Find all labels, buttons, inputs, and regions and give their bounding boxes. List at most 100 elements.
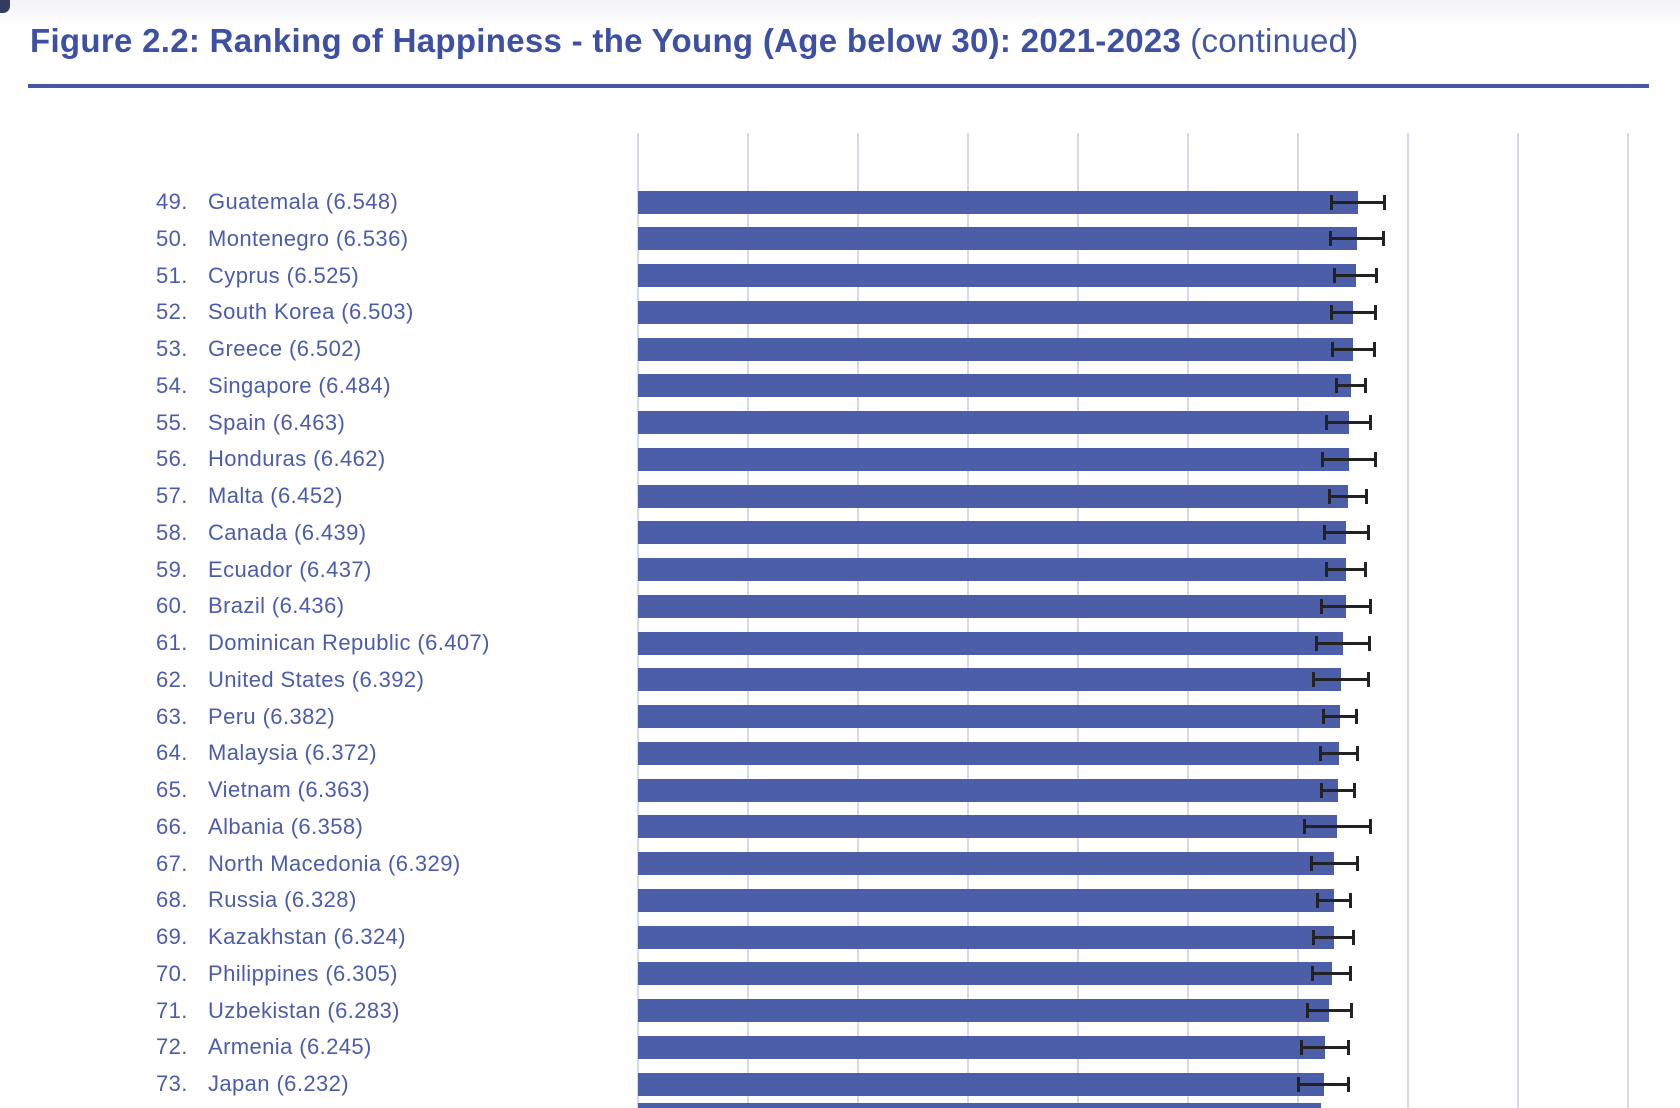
- rank-number: 73.: [156, 1071, 188, 1096]
- country-score-label: Peru (6.382): [208, 703, 336, 729]
- happiness-bar: [638, 925, 1334, 949]
- error-bar-cap-right: [1355, 856, 1359, 871]
- rank-number: 52.: [156, 299, 188, 325]
- error-bar-cap-right: [1373, 451, 1377, 467]
- error-bar-cap-right: [1346, 1039, 1350, 1055]
- error-bar-line: [1326, 568, 1366, 571]
- error-bar-cap-left: [1327, 488, 1331, 504]
- error-bar-cap-right: [1366, 525, 1370, 541]
- happiness-bar: [638, 521, 1346, 545]
- row-label: 69. Kazakhstan (6.324): [156, 921, 406, 953]
- rank-number: 62.: [156, 666, 188, 692]
- error-bar-line: [1332, 347, 1375, 351]
- country-score-label: Cyprus (6.525): [208, 262, 360, 288]
- x-gridline: [1187, 133, 1189, 1108]
- row-label: 71. Uzbekistan (6.283): [156, 995, 400, 1027]
- x-gridline: [1407, 133, 1409, 1108]
- happiness-bar: [638, 668, 1341, 692]
- error-bar-line: [1323, 715, 1357, 718]
- row-label: 62. United States (6.392): [156, 664, 424, 696]
- happiness-bar: [638, 447, 1349, 471]
- error-bar-cap-left: [1329, 304, 1333, 320]
- row-label: 63. Peru (6.382): [156, 701, 335, 733]
- error-bar-cap-left: [1320, 451, 1324, 467]
- rank-number: 56.: [156, 446, 188, 472]
- rank-number: 72.: [156, 1034, 188, 1060]
- error-bar-line: [1322, 457, 1376, 461]
- country-score-label: Greece (6.502): [208, 336, 362, 361]
- row-label: 52. South Korea (6.503): [156, 296, 414, 328]
- row-label: 51. Cyprus (6.525): [156, 260, 359, 292]
- error-bar-cap-right: [1367, 672, 1371, 688]
- error-bar-cap-right: [1375, 268, 1379, 283]
- happiness-bar: [638, 815, 1337, 839]
- error-bar-cap-right: [1368, 819, 1372, 835]
- error-bar-cap-left: [1325, 415, 1329, 430]
- row-label: 72. Armenia (6.245): [156, 1031, 372, 1063]
- error-bar-cap-right: [1348, 966, 1352, 982]
- x-gridline: [1297, 133, 1299, 1108]
- row-label: 57. Malta (6.452): [156, 480, 343, 512]
- happiness-bar: [638, 999, 1329, 1022]
- error-bar-cap-left: [1333, 268, 1337, 283]
- error-bar-cap-right: [1356, 745, 1360, 761]
- rank-number: 59.: [156, 556, 188, 582]
- error-bar-line: [1326, 421, 1371, 424]
- rank-number: 66.: [156, 813, 188, 839]
- error-bar-cap-left: [1312, 929, 1316, 945]
- error-bar-line: [1298, 1082, 1349, 1086]
- happiness-bar: [638, 411, 1349, 434]
- rank-number: 51.: [156, 262, 188, 288]
- x-gridline: [1517, 133, 1519, 1108]
- x-gridline: [747, 133, 749, 1108]
- row-label: 73. Japan (6.232): [156, 1068, 349, 1100]
- happiness-bar: [638, 594, 1346, 618]
- country-score-label: Canada (6.439): [208, 519, 367, 545]
- row-label: 61. Dominican Republic (6.407): [156, 627, 490, 659]
- row-label: 56. Honduras (6.462): [156, 443, 386, 475]
- error-bar-cap-left: [1312, 672, 1316, 688]
- country-score-label: Uzbekistan (6.283): [208, 997, 400, 1023]
- error-bar-cap-left: [1305, 1003, 1309, 1018]
- country-score-label: Japan (6.232): [208, 1071, 349, 1096]
- error-bar-line: [1330, 237, 1384, 241]
- row-label: 65. Vietnam (6.363): [156, 774, 370, 806]
- happiness-bar: [638, 300, 1353, 324]
- happiness-bar: [638, 705, 1340, 728]
- error-bar-line: [1311, 862, 1358, 865]
- rank-number: 58.: [156, 519, 188, 545]
- rank-number: 65.: [156, 777, 188, 802]
- row-label: 64. Malaysia (6.372): [156, 737, 377, 769]
- happiness-bar: [638, 558, 1346, 581]
- country-score-label: South Korea (6.503): [208, 299, 414, 325]
- error-bar-cap-right: [1367, 635, 1371, 651]
- error-bar-cap-right: [1368, 598, 1372, 614]
- error-bar-line: [1317, 898, 1351, 902]
- error-bar-line: [1316, 641, 1370, 645]
- country-score-label: Philippines (6.305): [208, 960, 398, 986]
- error-bar-cap-right: [1381, 231, 1385, 247]
- row-label: 60. Brazil (6.436): [156, 590, 344, 622]
- rank-number: 60.: [156, 593, 188, 619]
- row-label: 66. Albania (6.358): [156, 811, 363, 843]
- happiness-bar: [638, 1035, 1325, 1059]
- error-bar-line: [1320, 751, 1358, 755]
- error-bar-cap-right: [1349, 892, 1353, 908]
- row-label: 67. North Macedonia (6.329): [156, 848, 461, 880]
- rank-number: 67.: [156, 850, 188, 876]
- country-score-label: Singapore (6.484): [208, 372, 391, 398]
- error-bar-cap-left: [1311, 966, 1315, 982]
- rank-number: 68.: [156, 887, 188, 913]
- country-score-label: Dominican Republic (6.407): [208, 630, 490, 655]
- title-underline: [28, 84, 1649, 88]
- happiness-bar: [638, 264, 1356, 287]
- error-bar-cap-left: [1330, 341, 1334, 357]
- rank-number: 49.: [156, 189, 188, 214]
- row-label: 68. Russia (6.328): [156, 884, 357, 916]
- error-bar-cap-left: [1330, 194, 1334, 210]
- error-bar-cap-right: [1372, 341, 1376, 357]
- country-score-label: Russia (6.328): [208, 887, 357, 913]
- x-gridline: [967, 133, 969, 1108]
- error-bar-cap-left: [1316, 892, 1320, 908]
- country-score-label: Ecuador (6.437): [208, 556, 372, 582]
